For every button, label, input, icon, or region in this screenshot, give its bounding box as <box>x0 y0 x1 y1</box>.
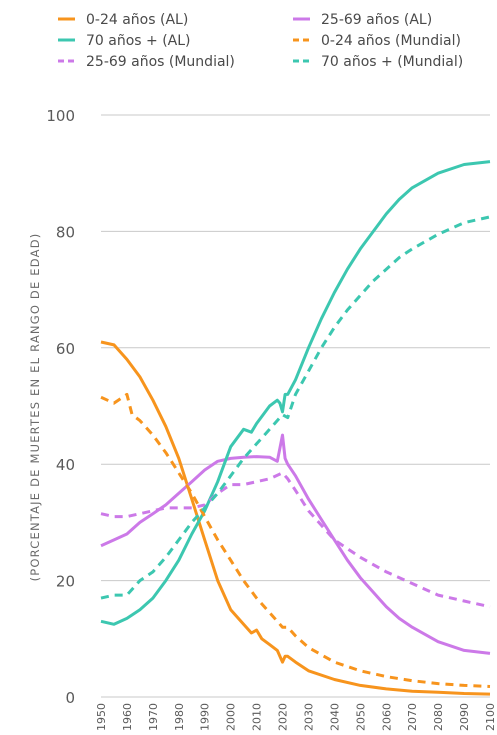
x-axis-ticks: 1950 1960 1970 1980 1990 2000 2010 2020 2030 2040… <box>95 703 497 731</box>
legend: 0-24 años (AL) 25-69 años (AL) 70 años + (… <box>58 12 463 70</box>
y-tick-label: 80 <box>56 223 75 241</box>
y-tick-label: 60 <box>56 340 75 358</box>
x-tick-label: 2030 <box>302 703 315 731</box>
legend-label: 0-24 años (AL) <box>86 12 188 28</box>
series-line-25-69-anos-al <box>100 433 491 655</box>
series-line-25-69-anos-mundial <box>100 471 491 609</box>
x-tick-label: 1990 <box>199 703 212 731</box>
series-line-0-24-anos-mundial <box>100 392 491 688</box>
x-tick-label: 2060 <box>380 703 393 731</box>
y-axis-ticks: 0 20 40 60 80 100 <box>46 107 75 707</box>
series-line-0-24-anos-al <box>100 340 491 696</box>
y-tick-label: 0 <box>65 689 75 707</box>
series-lines <box>100 160 491 696</box>
x-tick-label: 2040 <box>328 703 341 731</box>
x-tick-label: 1950 <box>95 703 108 731</box>
x-tick-label: 1970 <box>147 703 160 731</box>
series-line-70-anos-mundial <box>100 215 491 600</box>
x-tick-label: 1960 <box>121 703 134 731</box>
y-tick-label: 40 <box>56 456 75 474</box>
legend-label: 25-69 años (Mundial) <box>86 54 235 70</box>
x-tick-label: 2090 <box>458 703 471 731</box>
y-tick-label: 100 <box>46 107 75 125</box>
x-tick-label: 2000 <box>225 703 238 731</box>
series-line-70-anos-al <box>100 160 491 626</box>
x-tick-label: 2050 <box>354 703 367 731</box>
x-tick-label: 2010 <box>251 703 264 731</box>
x-tick-label: 2080 <box>432 703 445 731</box>
y-axis-label: (PORCENTAJE DE MUERTES EN EL RANGO DE ED… <box>28 233 42 582</box>
legend-label: 25-69 años (AL) <box>321 12 432 28</box>
x-tick-label: 2100 <box>484 703 497 731</box>
legend-label: 70 años + (AL) <box>86 33 191 49</box>
legend-label: 70 años + (Mundial) <box>321 54 463 70</box>
x-tick-label: 2070 <box>406 703 419 731</box>
x-tick-label: 2020 <box>277 703 290 731</box>
legend-label: 0-24 años (Mundial) <box>321 33 461 49</box>
x-tick-label: 1980 <box>173 703 186 731</box>
y-tick-label: 20 <box>56 573 75 591</box>
gridlines <box>101 114 490 698</box>
